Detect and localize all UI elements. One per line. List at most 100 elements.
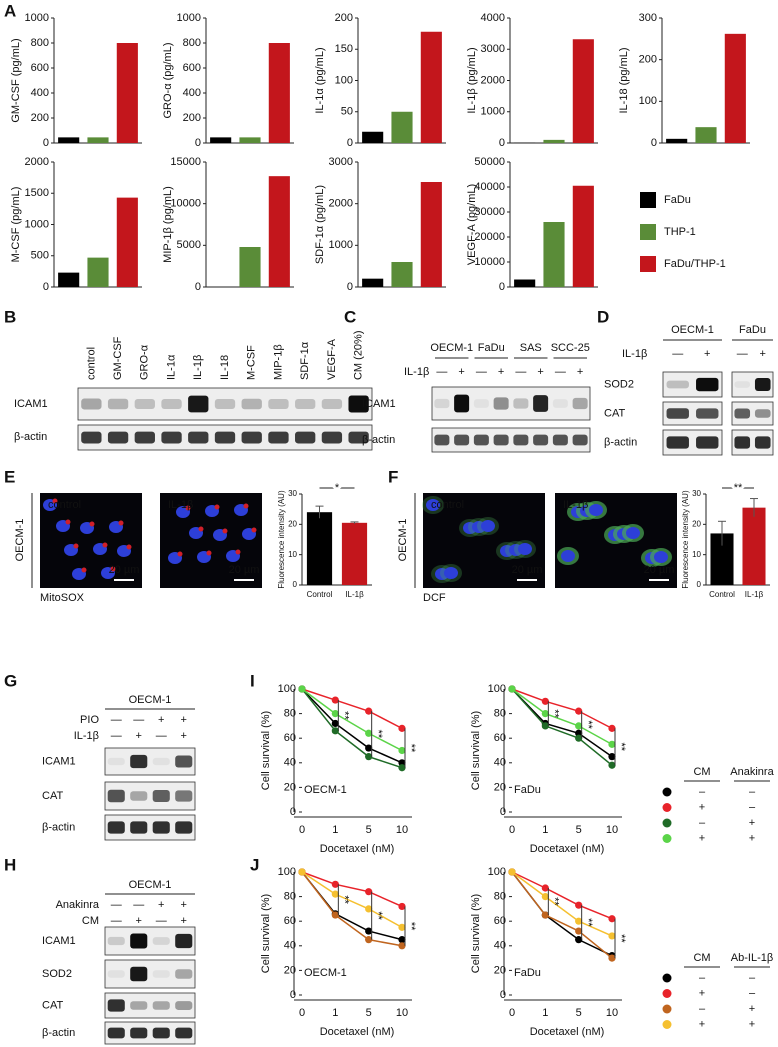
legend-sign: – (749, 972, 756, 984)
chart-title: OECM-1 (304, 784, 347, 796)
band (533, 434, 549, 446)
legend-sign: + (749, 832, 755, 844)
stain-label: DCF (423, 592, 446, 604)
lane-label: IL-18 (219, 355, 231, 380)
band (175, 933, 193, 949)
line (511, 871, 613, 957)
band (666, 408, 689, 419)
significance: ** (734, 482, 743, 494)
y-tick-label: 80 (284, 891, 296, 903)
band (152, 1027, 170, 1039)
legend-header: Anakinra (730, 766, 774, 778)
y-tick-label: 100 (335, 74, 353, 86)
condition-label: IL-1β (563, 499, 588, 511)
bar (268, 43, 290, 143)
band (152, 821, 170, 834)
y-tick-label: 40 (284, 940, 296, 952)
band (513, 398, 529, 409)
row-label: CAT (604, 407, 625, 419)
bar (87, 257, 109, 287)
point (575, 734, 583, 742)
y-tick-label: 30000 (474, 206, 505, 218)
legend-sign: – (699, 817, 706, 829)
sign: — (111, 730, 122, 742)
ros-dot (177, 551, 183, 557)
x-tick-label: 5 (576, 1007, 582, 1019)
x-tick-label: 0 (299, 824, 305, 836)
band (107, 789, 125, 803)
band (175, 755, 193, 768)
y-tick-label: 60 (494, 732, 506, 744)
legend-sign: + (699, 801, 705, 813)
y-tick-label: 0 (500, 989, 506, 1001)
y-axis-label: Cell survival (%) (260, 711, 272, 790)
point (398, 923, 406, 931)
y-tick-label: 200 (31, 112, 49, 124)
y-tick-label: 40000 (474, 181, 505, 193)
band (696, 436, 719, 449)
row-label: ICAM1 (14, 398, 48, 410)
band (348, 395, 369, 413)
x-axis-label: Docetaxel (nM) (530, 843, 605, 855)
row-label: β-actin (604, 436, 637, 448)
x-tick-label: IL-1β (345, 590, 364, 599)
point (331, 911, 339, 919)
row-label: β-actin (42, 1027, 75, 1039)
legend-sign: + (749, 1018, 755, 1030)
ros-dot (73, 543, 79, 549)
sign: + (158, 714, 164, 726)
band (152, 789, 170, 803)
point (575, 917, 583, 925)
band (175, 969, 193, 979)
y-tick-label: 100 (278, 683, 296, 695)
y-tick-label: 10 (288, 550, 297, 559)
row-label: ICAM1 (42, 935, 76, 947)
band (134, 399, 155, 409)
y-tick-label: 0 (651, 137, 657, 149)
bar (239, 137, 261, 143)
y-tick-label: 1000 (481, 106, 505, 118)
sign: + (158, 899, 164, 911)
y-axis-label: Fluorescence intensity (AU) (277, 490, 286, 589)
y-axis-label: GRO-α (pg/mL) (162, 42, 174, 118)
point (398, 724, 406, 732)
cell-line-label: OECM-1 (14, 519, 26, 562)
nucleus (589, 504, 603, 516)
sign: — (156, 915, 167, 927)
sign: — (515, 366, 526, 378)
y-axis-label: Cell survival (%) (260, 894, 272, 973)
bar (666, 138, 688, 143)
band (130, 966, 148, 982)
band (241, 398, 262, 410)
point (398, 746, 406, 755)
y-tick-label: 60 (494, 915, 506, 927)
band (321, 399, 343, 409)
x-tick-label: 10 (396, 824, 408, 836)
band (130, 791, 148, 801)
bar (420, 182, 442, 287)
significance: ** (582, 720, 594, 729)
blot-membrane (431, 386, 591, 421)
significance: ** (405, 922, 417, 931)
y-tick-label: 1500 (25, 187, 49, 199)
point (398, 936, 406, 944)
y-tick-label: 600 (31, 62, 49, 74)
point (331, 719, 339, 728)
y-tick-label: 3000 (481, 43, 505, 55)
legend-label: FaDu/THP-1 (664, 258, 726, 270)
x-tick-label: 0 (299, 1007, 305, 1019)
x-tick-label: 1 (542, 824, 548, 836)
bar (572, 39, 594, 143)
band (696, 377, 719, 392)
point (331, 890, 339, 898)
y-tick-label: 0 (290, 806, 296, 818)
row-label: SOD2 (42, 968, 72, 980)
bar (116, 43, 138, 143)
x-tick-label: 1 (542, 1007, 548, 1019)
point (365, 753, 373, 761)
legend-sign: – (699, 972, 706, 984)
bar (543, 222, 565, 287)
legend-sign: – (699, 786, 706, 798)
y-axis-label: M-CSF (pg/mL) (10, 187, 22, 263)
